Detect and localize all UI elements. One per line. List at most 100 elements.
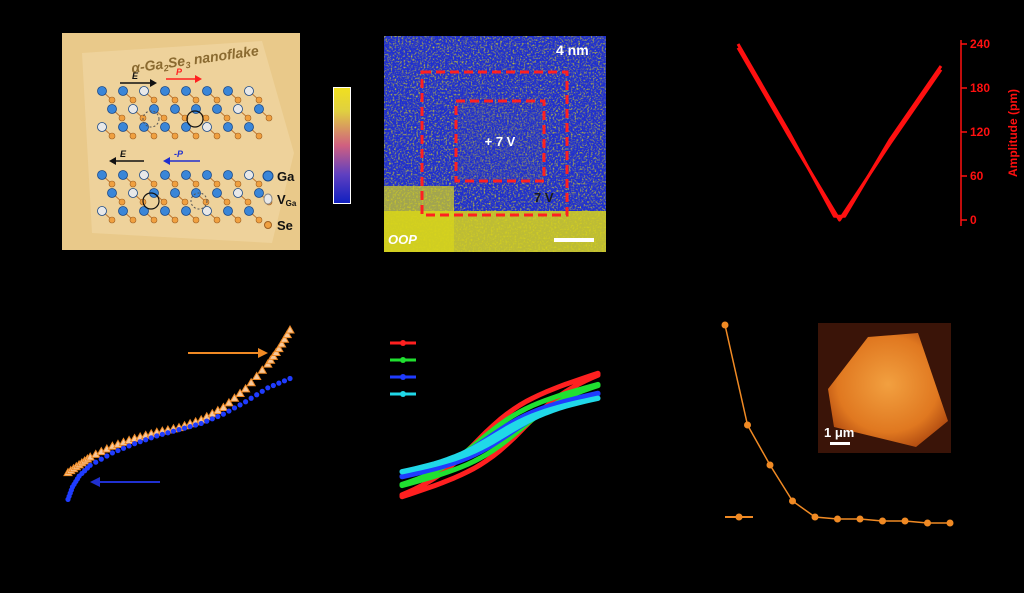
se-atom — [192, 96, 200, 104]
se-atom — [244, 198, 252, 206]
blue-circle-point — [187, 423, 193, 430]
lattice-atom — [181, 122, 191, 132]
lattice-atom — [160, 86, 170, 96]
se-atom — [234, 132, 242, 140]
afm-inset-svg: 1 μm — [818, 323, 951, 453]
se-atom — [202, 114, 210, 122]
amplitude-branch-0 — [736, 43, 943, 218]
field-arrowhead-top — [150, 79, 157, 87]
blue-circle-point — [237, 402, 243, 408]
amplitude-tick-label: 0 — [970, 213, 977, 227]
inset-scale-bar — [830, 442, 850, 445]
field-arrowhead-bottom — [109, 157, 116, 165]
lattice-atom — [160, 122, 170, 132]
polarization-arrowhead-bottom — [163, 157, 170, 165]
blue-circle-point — [98, 456, 104, 462]
legend-marker — [735, 513, 743, 521]
se-atom — [171, 132, 179, 140]
lattice-atom — [170, 188, 180, 198]
lattice-atom — [139, 206, 149, 216]
blue-circle-point — [120, 445, 127, 451]
inner-write-box — [454, 99, 546, 183]
se-atom — [118, 114, 126, 122]
se-atom — [171, 180, 179, 188]
orange-triangle-point — [240, 383, 251, 393]
blue-circle-point — [126, 443, 132, 449]
lattice-atom — [244, 170, 254, 180]
legend-se: Se — [277, 218, 293, 233]
lattice-atom — [244, 206, 254, 216]
lattice-atom — [181, 206, 191, 216]
legend-marker-1 — [400, 357, 406, 363]
se-atom — [234, 96, 242, 104]
se-atom — [213, 180, 221, 188]
se-atom — [223, 198, 231, 206]
blue-circle-point — [198, 420, 204, 427]
blue-circle-point — [87, 462, 93, 468]
legend-marker-3 — [400, 391, 406, 397]
lattice-atom — [107, 188, 117, 198]
blue-circle-point — [104, 453, 110, 459]
decay-point — [744, 421, 751, 429]
se-atom — [139, 114, 147, 122]
lattice-atom — [223, 206, 233, 216]
lattice-atom — [212, 104, 222, 114]
decay-point — [766, 461, 774, 469]
se-atom — [213, 132, 221, 140]
pfm-yellow-left — [384, 186, 454, 252]
pfm-map-svg: 4 nm + 7 V 7 V OOP — [384, 36, 606, 252]
se-atom — [108, 96, 116, 104]
afm-inset-image: 1 μm — [818, 323, 951, 453]
decay-point — [924, 519, 931, 527]
blue-circle-point — [276, 380, 282, 386]
blue-circle-point — [93, 459, 99, 465]
amplitude-branch-1 — [736, 46, 943, 222]
lattice-atom — [191, 188, 201, 198]
decay-point — [811, 513, 819, 521]
blue-circle-point — [281, 378, 288, 384]
lattice-atom — [139, 170, 149, 180]
blue-circle-point — [259, 388, 265, 394]
amplitude-curves — [736, 43, 943, 222]
decay-point — [856, 515, 864, 523]
blue-circle-point — [248, 395, 254, 401]
ga-atom-icon — [262, 170, 274, 182]
blue-circle-point — [176, 427, 182, 433]
se-atom — [265, 114, 273, 122]
se-atom — [213, 216, 221, 224]
orange-arrowhead — [258, 348, 268, 358]
decay-point — [721, 321, 729, 329]
blue-circle-point — [181, 425, 188, 431]
lattice-atom — [97, 86, 107, 96]
lattice-atom — [128, 188, 138, 198]
decay-curve — [721, 321, 954, 527]
outer-voltage-label: 7 V — [534, 190, 554, 205]
blue-circle-point — [115, 447, 121, 454]
lattice-atom — [212, 188, 222, 198]
blue-circle-point — [287, 375, 293, 382]
se-atom — [108, 180, 116, 188]
se-atom — [150, 216, 158, 224]
panel-f-svg — [721, 321, 954, 527]
inner-voltage-label: + 7 V — [485, 134, 516, 149]
polarization-arrowhead-top — [195, 75, 202, 83]
loops-curves — [399, 370, 601, 500]
panel-c-amplitude: 0 60 120 180 240 Amplitude (pm) — [728, 30, 1024, 235]
se-atom — [255, 96, 263, 104]
lattice-atom — [223, 122, 233, 132]
se-atom — [255, 132, 263, 140]
decay-point — [789, 497, 796, 505]
se-atom — [108, 216, 116, 224]
se-atom — [150, 96, 158, 104]
amplitude-tick-label: 60 — [970, 169, 984, 183]
amplitude-tick-label: 120 — [970, 125, 990, 139]
lattice-atom — [107, 104, 117, 114]
blue-circle-point — [220, 411, 226, 417]
schematic-svg: α-Ga2Se3 nanoflake E P E -P Ga VGa Se — [62, 33, 300, 250]
lattice-atom — [118, 86, 128, 96]
lattice-atom — [244, 86, 254, 96]
inset-scale-label: 1 μm — [824, 425, 854, 440]
orange-triangle-point — [218, 402, 229, 411]
panel-f-chart: 1 μm — [715, 315, 960, 540]
lattice-bottom — [97, 170, 273, 224]
